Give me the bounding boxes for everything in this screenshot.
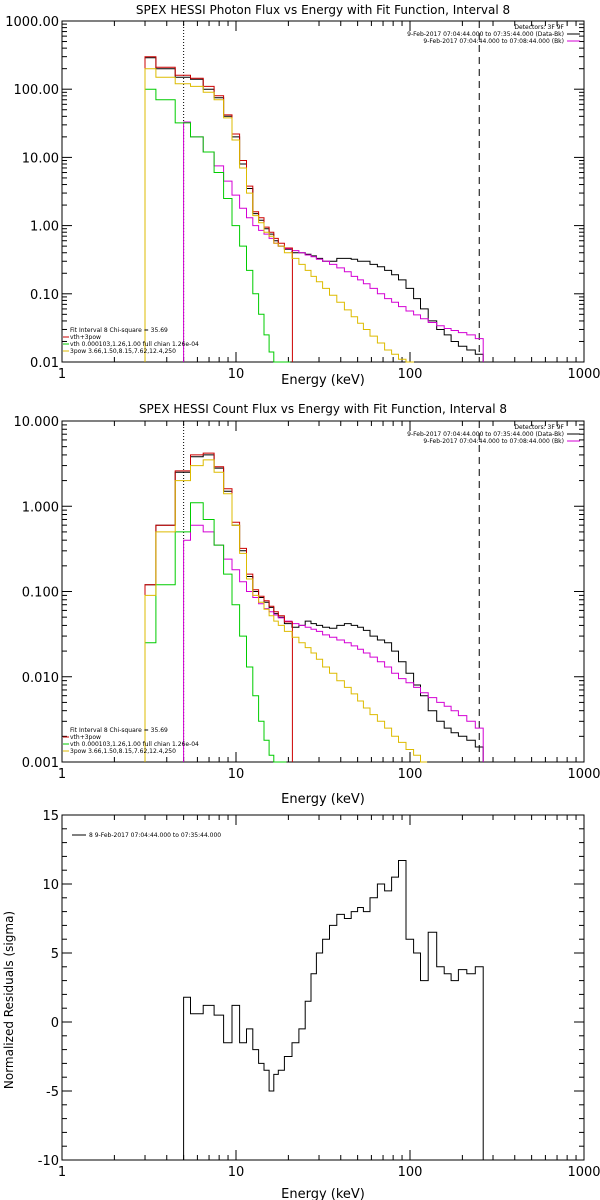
series-line: [144, 56, 293, 362]
plot-frame: [61, 420, 585, 763]
x-tick-label: 10: [228, 1165, 245, 1180]
series-line: [144, 502, 287, 763]
series-line: [183, 524, 484, 762]
y-tick-label: 0.100: [22, 586, 59, 601]
x-tick-label: 1: [58, 1165, 66, 1180]
y-tick-label: 0.010: [22, 671, 59, 686]
legend-entry: 3pow 3.66,1.50,8.15,7.62,12.4,250: [70, 348, 176, 355]
plot-frame: [61, 814, 585, 1161]
legend-entry: Detectors: 3F 9F: [514, 24, 564, 31]
legend-entry: 3pow 3.66,1.50,8.15,7.62,12.4,250: [70, 748, 176, 755]
y-tick-label: 10.00: [22, 151, 59, 166]
y-tick-label: 100.00: [14, 83, 60, 98]
x-axis-label: Energy (keV): [281, 1187, 365, 1200]
y-tick-label: 0.01: [30, 356, 59, 371]
y-axis-label: Normalized Residuals (sigma): [2, 911, 16, 1089]
x-tick-label: 1000: [567, 767, 600, 782]
series-line: [144, 454, 484, 762]
legend-entry: Fit Interval 8 Chi-square = 35.69: [70, 327, 168, 334]
series-line: [144, 57, 484, 362]
x-tick-label: 100: [398, 1165, 423, 1180]
legend-entry: vth+3pow: [70, 734, 101, 741]
series-line: [144, 452, 293, 762]
x-tick-label: 1: [58, 767, 66, 782]
y-tick-label: 0: [51, 1016, 59, 1031]
x-tick-label: 100: [398, 767, 423, 782]
legend-entry: 9-Feb-2017 07:04:44.000 to 07:08:44.000 …: [423, 438, 564, 445]
x-tick-label: 1: [58, 367, 66, 382]
y-tick-label: -10: [38, 1154, 59, 1169]
legend-entry: 8 9-Feb-2017 07:04:44.000 to 07:35:44.00…: [89, 832, 221, 839]
series-line: [183, 860, 484, 1160]
x-tick-label: 100: [398, 367, 423, 382]
legend-entry: Fit Interval 8 Chi-square = 35.69: [70, 727, 168, 734]
photon-flux-panel: SPEX HESSI Photon Flux vs Energy with Fi…: [5, 3, 600, 388]
y-tick-label: 10: [42, 878, 59, 893]
y-tick-label: 1000.00: [5, 15, 59, 30]
y-tick-label: 1.00: [30, 220, 59, 235]
count-flux-panel: SPEX HESSI Count Flux vs Energy with Fit…: [14, 402, 600, 807]
x-tick-label: 10: [228, 767, 245, 782]
series-line: [144, 68, 414, 363]
legend-entry: 9-Feb-2017 07:04:44.000 to 07:35:44.000 …: [407, 31, 564, 38]
plot-frame: [61, 20, 585, 363]
legend-entry: 9-Feb-2017 07:04:44.000 to 07:08:44.000 …: [423, 38, 564, 45]
y-tick-label: 0.001: [22, 756, 59, 771]
series-line: [183, 121, 484, 362]
x-tick-label: 10: [228, 367, 245, 382]
residuals-panel: Energy (keV) Normalized Residuals (sigma…: [2, 809, 600, 1200]
y-tick-label: 0.10: [30, 288, 59, 303]
y-tick-label: 10.000: [14, 415, 60, 430]
panel-title: SPEX HESSI Photon Flux vs Energy with Fi…: [136, 3, 510, 17]
x-axis-label: Energy (keV): [281, 792, 365, 807]
legend-entry: Detectors: 3F 9F: [514, 424, 564, 431]
y-tick-label: -5: [46, 1085, 59, 1100]
y-tick-label: 15: [42, 809, 59, 824]
series-line: [144, 459, 428, 763]
legend-entry: vth+3pow: [70, 334, 101, 341]
legend-entry: 9-Feb-2017 07:04:44.000 to 07:35:44.000 …: [407, 431, 564, 438]
x-axis-label: Energy (keV): [281, 373, 365, 388]
panel-title: SPEX HESSI Count Flux vs Energy with Fit…: [139, 402, 507, 416]
x-tick-label: 1000: [567, 1165, 600, 1180]
x-tick-label: 1000: [567, 367, 600, 382]
y-tick-label: 1.000: [22, 500, 59, 515]
legend-entry: vth 0.000103,1.26,1.00 full chian 1.26e-…: [70, 741, 199, 748]
legend-entry: vth 0.000103,1.26,1.00 full chian 1.26e-…: [70, 341, 199, 348]
series-line: [144, 88, 291, 363]
y-tick-label: 5: [51, 947, 59, 962]
